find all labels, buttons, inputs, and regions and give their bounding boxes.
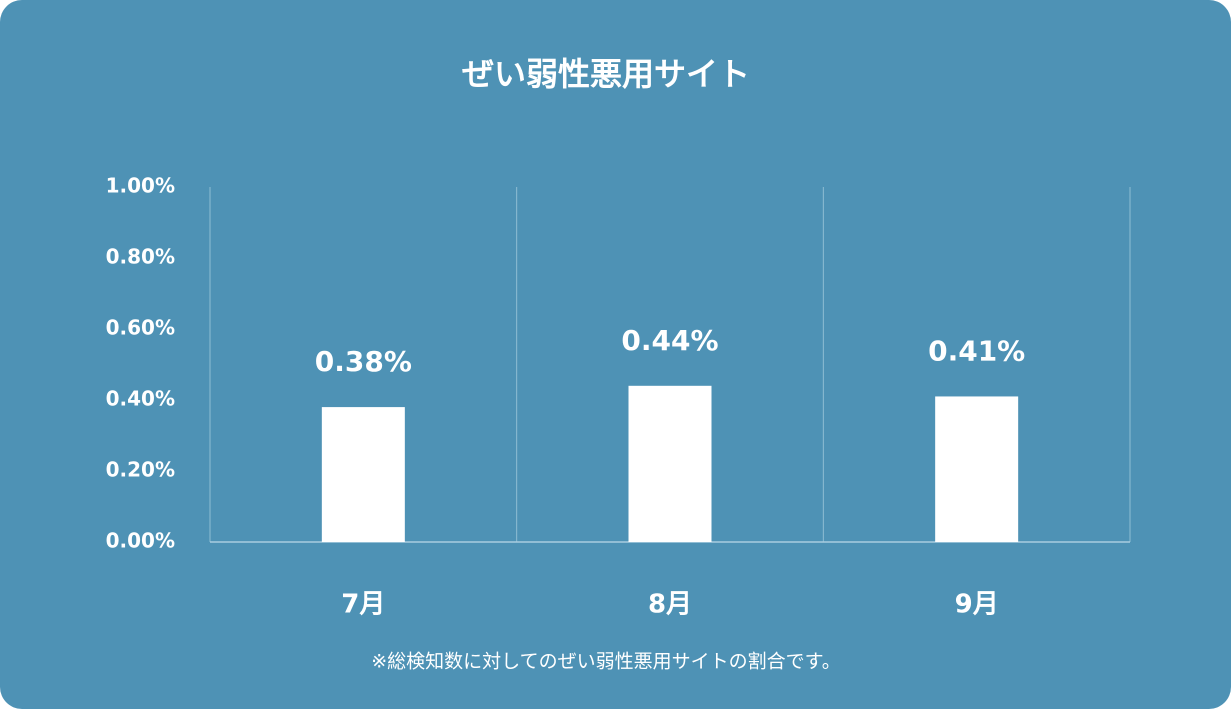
x-tick-label: 8月	[648, 590, 692, 620]
y-tick-label: 1.00%	[106, 174, 175, 198]
y-tick-label: 0.40%	[106, 387, 175, 411]
value-label: 0.38%	[315, 345, 412, 378]
y-tick-label: 0.00%	[106, 529, 175, 553]
x-tick-label: 7月	[341, 590, 385, 620]
bar	[628, 385, 712, 542]
value-label: 0.44%	[621, 324, 718, 357]
bar	[321, 407, 405, 542]
bar	[935, 396, 1019, 542]
y-tick-label: 0.80%	[106, 245, 175, 269]
y-tick-label: 0.60%	[106, 316, 175, 340]
y-tick-label: 0.20%	[106, 458, 175, 482]
value-label: 0.41%	[928, 334, 1025, 367]
x-tick-label: 9月	[955, 590, 999, 620]
chart-title: ぜい弱性悪用サイト	[462, 55, 750, 93]
footnote: ※総検知数に対してのぜい弱性悪用サイトの割合です。	[371, 651, 840, 673]
